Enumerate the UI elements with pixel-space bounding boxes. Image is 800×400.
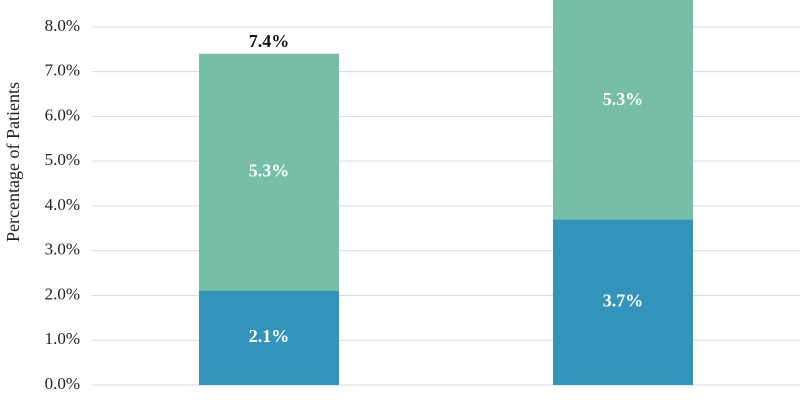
data-label: 2.1% xyxy=(249,326,290,346)
y-tick-label: 0.0% xyxy=(45,374,80,393)
data-label: 5.3% xyxy=(603,89,644,109)
y-tick-label: 8.0% xyxy=(45,16,80,35)
y-tick-label: 2.0% xyxy=(45,284,80,303)
data-label: 3.7% xyxy=(603,290,644,310)
total-label: 7.4% xyxy=(249,31,290,51)
y-tick-label: 1.0% xyxy=(45,329,80,348)
y-tick-label: 6.0% xyxy=(45,105,80,124)
bar-segment xyxy=(553,0,693,220)
y-tick-label: 3.0% xyxy=(45,240,80,259)
y-axis-label: Percentage of Patients xyxy=(3,82,23,242)
bar-segment xyxy=(199,53,339,291)
y-tick-label: 7.0% xyxy=(45,61,80,80)
bar-segment xyxy=(199,290,339,385)
y-tick-label: 5.0% xyxy=(45,150,80,169)
bar-segment xyxy=(553,219,693,385)
y-tick-label: 4.0% xyxy=(45,195,80,214)
data-label: 5.3% xyxy=(249,160,290,180)
